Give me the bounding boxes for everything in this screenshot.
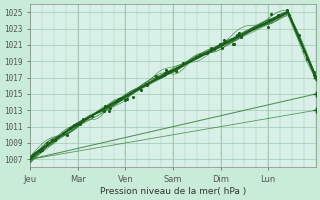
- Point: [211, 47, 216, 51]
- Point: [229, 37, 235, 40]
- Point: [296, 33, 301, 36]
- Point: [138, 88, 143, 92]
- Point: [275, 14, 280, 17]
- Point: [40, 148, 45, 152]
- Point: [153, 75, 158, 78]
- Point: [222, 39, 227, 42]
- Point: [220, 46, 225, 50]
- Point: [122, 99, 127, 102]
- Point: [162, 73, 167, 76]
- Point: [117, 98, 122, 101]
- Point: [235, 33, 240, 36]
- Point: [166, 70, 171, 74]
- Point: [52, 139, 57, 142]
- Point: [80, 117, 85, 121]
- Point: [222, 40, 228, 43]
- Point: [204, 52, 210, 55]
- Point: [311, 70, 316, 74]
- Point: [71, 123, 76, 126]
- Point: [302, 50, 307, 53]
- Point: [230, 42, 236, 45]
- Point: [144, 83, 149, 87]
- Point: [107, 109, 112, 112]
- Point: [162, 72, 167, 75]
- Point: [209, 46, 214, 50]
- Point: [312, 74, 317, 77]
- Point: [286, 14, 291, 17]
- Point: [181, 61, 186, 65]
- Point: [89, 115, 94, 118]
- Point: [265, 25, 270, 28]
- Point: [144, 83, 149, 86]
- Point: [124, 97, 130, 100]
- Point: [268, 13, 273, 16]
- Point: [193, 55, 198, 58]
- Point: [164, 68, 169, 72]
- Point: [114, 100, 119, 103]
- Point: [217, 43, 222, 46]
- Point: [174, 70, 179, 73]
- Point: [101, 109, 107, 112]
- Point: [45, 141, 50, 144]
- Point: [197, 53, 203, 56]
- Point: [78, 122, 83, 126]
- Point: [50, 138, 55, 141]
- Point: [239, 35, 244, 38]
- Point: [116, 97, 122, 100]
- Point: [130, 95, 135, 98]
- X-axis label: Pression niveau de la mer( hPa ): Pression niveau de la mer( hPa ): [100, 187, 246, 196]
- Point: [137, 87, 142, 90]
- Point: [74, 122, 79, 125]
- Point: [266, 18, 271, 21]
- Point: [64, 133, 69, 136]
- Point: [102, 105, 107, 108]
- Point: [237, 31, 242, 34]
- Point: [67, 127, 72, 130]
- Point: [37, 150, 42, 153]
- Point: [285, 9, 290, 12]
- Point: [61, 132, 66, 135]
- Point: [231, 42, 236, 45]
- Point: [107, 107, 112, 110]
- Point: [305, 57, 310, 61]
